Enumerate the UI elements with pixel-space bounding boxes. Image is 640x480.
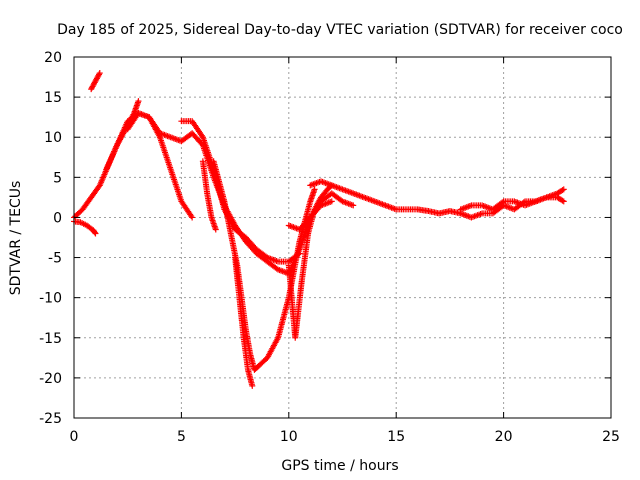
x-tick-label: 10 [280,429,298,445]
data-series [71,70,567,389]
series-arc-2 [88,70,103,93]
y-tick-label: -20 [39,371,62,387]
series-arc-3 [71,218,99,237]
series-arc-11 [285,190,357,233]
series-arc-13 [457,186,567,213]
data-point [560,198,567,205]
x-tick-label: 15 [387,429,405,445]
data-point [91,229,98,236]
data-point [189,214,196,221]
series-arc-12 [307,178,567,221]
y-tick-label: 20 [44,50,62,66]
data-point [92,230,99,237]
plot-frame [73,56,612,419]
y-tick-label: 15 [44,90,62,106]
x-tick-label: 25 [602,429,620,445]
data-point [311,186,318,193]
y-tick-label: 5 [53,170,62,186]
axis-ticks: 0 5 10 15 20 25 -25 -20 -15 -10 -5 0 5 10 15 20 [39,50,620,445]
data-point [560,186,567,193]
x-tick-label: 20 [495,429,513,445]
series-arc-7 [199,158,219,233]
series-arc-5 [124,110,196,221]
x-axis-label: GPS time / hours [281,458,398,474]
y-tick-label: -15 [39,331,62,347]
data-point [328,198,335,205]
data-point [135,98,142,105]
y-tick-label: -5 [48,251,62,267]
data-point [249,382,256,389]
x-tick-label: 5 [177,429,186,445]
data-point [212,226,219,233]
x-tick-label: 0 [70,429,79,445]
grid [74,57,611,418]
data-point [559,187,566,194]
y-tick-label: 0 [53,210,62,226]
y-tick-label: 10 [44,130,62,146]
data-point [96,70,103,77]
data-point [559,197,566,204]
chart-title: Day 185 of 2025, Sidereal Day-to-day VTE… [57,22,623,38]
y-axis-label: SDTVAR / TECUs [8,181,24,296]
series-arc-9 [232,254,256,389]
y-tick-label: -25 [39,411,62,427]
data-point [499,199,506,206]
y-tick-label: -10 [39,291,62,307]
data-point [96,71,103,78]
data-point [350,202,357,209]
